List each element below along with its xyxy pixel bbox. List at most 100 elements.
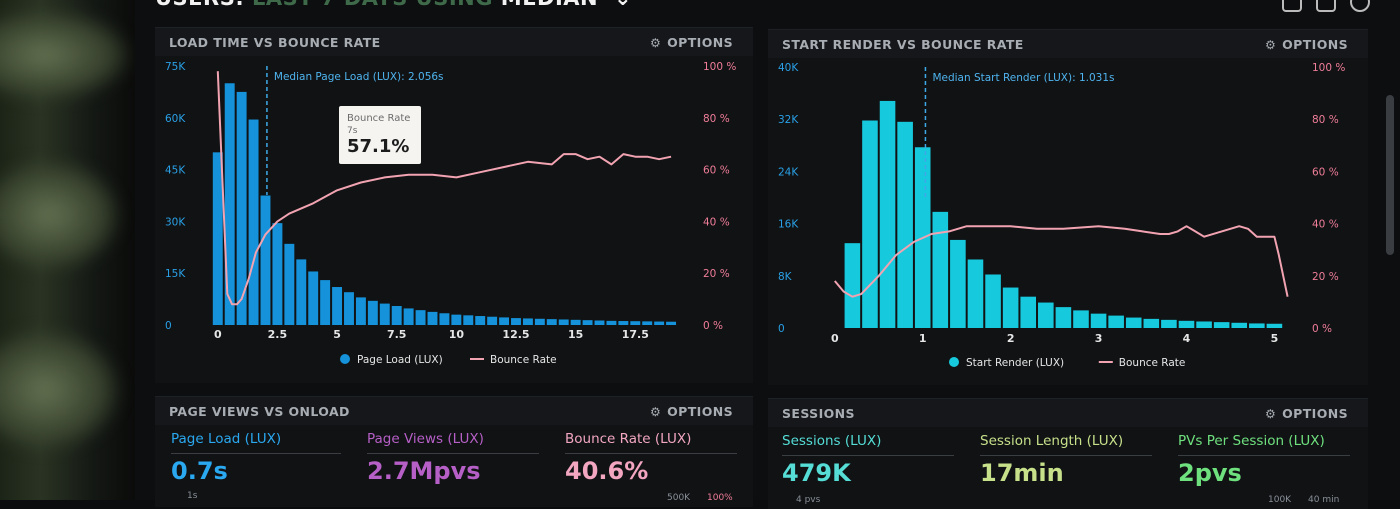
bar	[427, 311, 438, 325]
bar	[1125, 317, 1142, 328]
monitor-icon[interactable]	[1282, 0, 1302, 12]
pvs-per-session-value: 2pvs	[1178, 459, 1242, 487]
bar	[260, 195, 271, 325]
divider	[782, 455, 954, 456]
page-views-panel: PAGE VIEWS VS ONLOAD ⚙ OPTIONS Page Load …	[155, 396, 753, 507]
bar	[558, 319, 569, 325]
bar	[475, 316, 486, 325]
bar	[284, 243, 295, 325]
legend-bar-marker	[340, 354, 350, 364]
gear-icon: ⚙	[649, 36, 662, 50]
bar	[582, 320, 593, 325]
options-label: OPTIONS	[1282, 37, 1348, 52]
bar	[308, 271, 319, 325]
sessions-label: Sessions (LUX)	[782, 433, 882, 449]
bar	[1020, 296, 1037, 328]
header-using: USING	[416, 0, 493, 10]
y-right-tick-label: 40 %	[703, 216, 730, 228]
legend-bar-label: Start Render (LUX)	[966, 357, 1064, 369]
panel-title: PAGE VIEWS VS ONLOAD	[169, 404, 350, 419]
bar	[1055, 307, 1072, 328]
bounce-rate-tooltip: Bounce Rate 7s 57.1%	[339, 106, 421, 164]
x-tick-label: 5	[1271, 332, 1279, 345]
header-users: USERS:	[155, 0, 244, 10]
x-tick-label: 0	[831, 332, 839, 345]
y-left-tick-label: 0	[778, 323, 785, 335]
bounce-rate-sub-a: 500K	[667, 493, 691, 503]
bar	[654, 321, 665, 325]
panel-header: LOAD TIME VS BOUNCE RATE ⚙ OPTIONS	[155, 28, 753, 56]
bar	[950, 239, 966, 328]
bar	[1002, 287, 1019, 328]
median-annotation: Median Page Load (LUX): 2.056s	[274, 71, 444, 83]
divider	[565, 453, 737, 454]
y-left-tick-label: 75K	[165, 61, 186, 73]
chevron-down-icon[interactable]: ⌄	[614, 0, 632, 10]
y-right-tick-label: 60 %	[1312, 166, 1339, 178]
divider	[367, 453, 539, 454]
header-metric[interactable]: MEDIAN	[501, 0, 598, 10]
bar	[212, 152, 223, 325]
bar	[1108, 315, 1124, 328]
bar	[344, 292, 354, 325]
bar	[1266, 323, 1283, 328]
bar	[224, 83, 235, 325]
bar	[1143, 318, 1160, 328]
x-tick-label: 1	[919, 332, 927, 345]
x-tick-label: 10	[449, 328, 465, 341]
bar	[1161, 319, 1177, 328]
bar	[1249, 323, 1265, 328]
panel-header: PAGE VIEWS VS ONLOAD ⚙ OPTIONS	[155, 397, 753, 425]
start-render-chart: 0 8K 16K 24K 32K 40K 0 % 20 % 40 % 60 % 80 % 100 % 0…	[778, 62, 1345, 369]
sessions-sub: 4 pvs	[796, 495, 821, 505]
legend-bar-marker	[949, 357, 959, 367]
y-left-tick-label: 30K	[165, 216, 186, 228]
bar	[618, 321, 629, 325]
options-button[interactable]: ⚙ OPTIONS	[650, 404, 733, 419]
bounce-rate-label: Bounce Rate (LUX)	[565, 431, 692, 447]
header-range[interactable]: LAST 7 DAYS	[252, 0, 408, 10]
y-right-tick-label: 100 %	[1312, 62, 1345, 74]
bar	[522, 318, 533, 325]
options-button[interactable]: ⚙ OPTIONS	[1265, 406, 1348, 421]
share-icon[interactable]	[1316, 0, 1336, 12]
gear-icon: ⚙	[1264, 38, 1277, 52]
y-left-tick-label: 40K	[778, 62, 799, 74]
start-render-panel: START RENDER VS BOUNCE RATE ⚙ OPTIONS 0 8K…	[768, 29, 1368, 385]
bar	[897, 121, 913, 328]
x-tick-label: 3	[1095, 332, 1103, 345]
y-left-tick-label: 0	[165, 320, 172, 332]
scrollbar[interactable]	[1386, 95, 1394, 255]
bar	[439, 313, 450, 325]
x-tick-label: 2	[1007, 332, 1015, 345]
page-load-sub: 1s	[187, 491, 198, 501]
session-length-label: Session Length (LUX)	[980, 433, 1124, 449]
divider	[171, 453, 341, 454]
sessions-panel: SESSIONS ⚙ OPTIONS Sessions (LUX) 479K 4 …	[768, 398, 1368, 509]
x-tick-label: 2.5	[268, 328, 288, 341]
bar	[367, 300, 378, 325]
bar	[932, 211, 949, 328]
tooltip-title: Bounce Rate	[347, 113, 411, 124]
bar	[451, 314, 462, 325]
bar	[546, 319, 557, 325]
options-button[interactable]: ⚙ OPTIONS	[650, 35, 733, 50]
bar	[296, 259, 307, 325]
bar	[1178, 320, 1195, 328]
background-plant	[0, 0, 135, 500]
options-button[interactable]: ⚙ OPTIONS	[1265, 37, 1348, 52]
gear-icon: ⚙	[649, 405, 662, 419]
bar	[511, 318, 521, 325]
y-left-tick-label: 8K	[778, 271, 793, 283]
bar	[967, 259, 984, 328]
options-label: OPTIONS	[667, 404, 733, 419]
page-load-label: Page Load (LUX)	[171, 431, 282, 447]
help-icon[interactable]	[1350, 0, 1370, 12]
y-right-tick-label: 80 %	[703, 113, 730, 125]
bar	[844, 243, 861, 328]
y-right-tick-label: 0 %	[703, 320, 723, 332]
bar	[391, 306, 402, 325]
pvs-per-session-sub-b: 40 min	[1308, 495, 1340, 505]
y-right-tick-label: 20 %	[1312, 271, 1339, 283]
gear-icon: ⚙	[1264, 407, 1277, 421]
